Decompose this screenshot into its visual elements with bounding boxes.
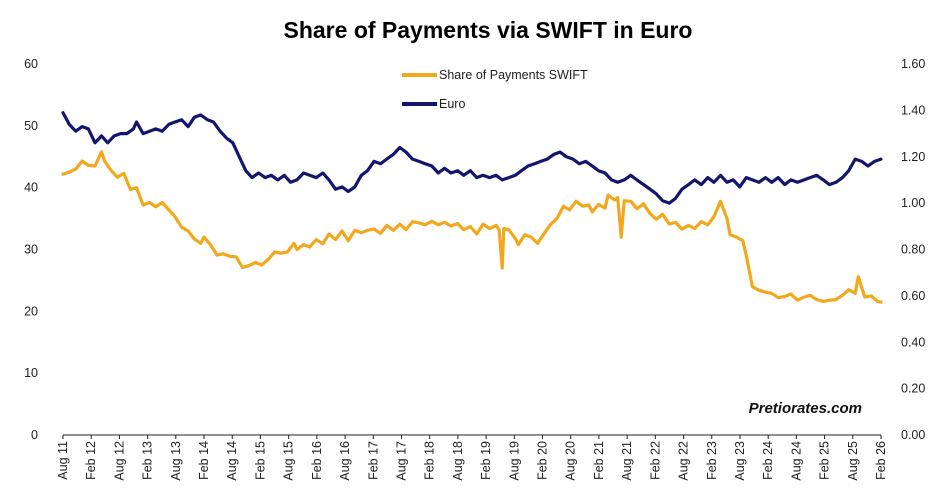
chart-title: Share of Payments via SWIFT in Euro xyxy=(284,17,693,43)
legend: Share of Payments SWIFT Euro xyxy=(402,68,588,111)
axes: 0 10 20 30 40 50 60 0.00 0.20 0.40 0.60 0.80 1.00 1.2… xyxy=(24,57,925,481)
x-tick-label: Aug 21 xyxy=(620,441,634,481)
y-right-tick-label: 1.60 xyxy=(901,57,925,71)
y-right-tick-label: 0.20 xyxy=(901,382,925,396)
x-tick-label: Feb 16 xyxy=(310,441,324,480)
x-tick-label: Feb 22 xyxy=(648,441,662,480)
x-tick-label: Aug 18 xyxy=(451,441,465,481)
x-tick-label: Feb 26 xyxy=(874,441,888,480)
x-tick-label: Aug 19 xyxy=(507,441,521,481)
x-tick-label: Aug 25 xyxy=(846,441,860,481)
x-tick-label: Aug 20 xyxy=(564,441,578,481)
x-tick-label: Feb 23 xyxy=(705,441,719,480)
x-tick-label: Aug 22 xyxy=(677,441,691,481)
x-tick-label: Feb 19 xyxy=(479,441,493,480)
x-tick-label: Feb 12 xyxy=(84,441,98,480)
y-left-tick-label: 20 xyxy=(24,304,38,318)
y-right-tick-label: 1.00 xyxy=(901,196,925,210)
y-left-tick-label: 0 xyxy=(31,428,38,442)
x-tick-label: Feb 17 xyxy=(366,441,380,480)
series-layer xyxy=(61,111,883,304)
x-tick-label: Aug 16 xyxy=(338,441,352,481)
x-tick-label: Aug 24 xyxy=(789,441,803,481)
legend-label-euro: Euro xyxy=(439,97,465,111)
y-left-tick-label: 30 xyxy=(24,243,38,257)
x-tick-label: Aug 11 xyxy=(56,441,70,480)
y-right-tick-label: 0.80 xyxy=(901,243,925,257)
y-right-tick-label: 1.40 xyxy=(901,103,925,117)
series-line-share xyxy=(61,150,883,304)
x-tick-label: Feb 20 xyxy=(536,441,550,480)
y-left-tick-label: 50 xyxy=(24,119,38,133)
x-tick-label: Feb 13 xyxy=(141,441,155,480)
x-tick-label: Feb 15 xyxy=(253,441,267,480)
x-tick-label: Feb 24 xyxy=(761,441,775,480)
x-tick-label: Feb 14 xyxy=(197,441,211,480)
x-tick-label: Aug 15 xyxy=(282,441,296,481)
x-tick-label: Aug 13 xyxy=(169,441,183,481)
x-tick-label: Aug 23 xyxy=(733,441,747,481)
x-tick-label: Feb 18 xyxy=(423,441,437,480)
x-tick-label: Feb 25 xyxy=(818,441,832,480)
legend-label-share: Share of Payments SWIFT xyxy=(439,68,588,82)
y-right-tick-label: 0.60 xyxy=(901,289,925,303)
x-tick-label: Feb 21 xyxy=(592,441,606,480)
x-tick-label: Aug 17 xyxy=(394,441,408,481)
y-right-tick-label: 0.00 xyxy=(901,428,925,442)
x-tick-label: Aug 14 xyxy=(225,441,239,481)
watermark: Pretiorates.com xyxy=(749,400,862,417)
y-right-tick-label: 0.40 xyxy=(901,335,925,349)
y-right-tick-label: 1.20 xyxy=(901,150,925,164)
y-left-tick-label: 10 xyxy=(24,366,38,380)
y-left-tick-label: 40 xyxy=(24,181,38,195)
x-tick-label: Aug 12 xyxy=(112,441,126,481)
y-left-tick-label: 60 xyxy=(24,57,38,71)
series-line-euro xyxy=(61,111,883,205)
